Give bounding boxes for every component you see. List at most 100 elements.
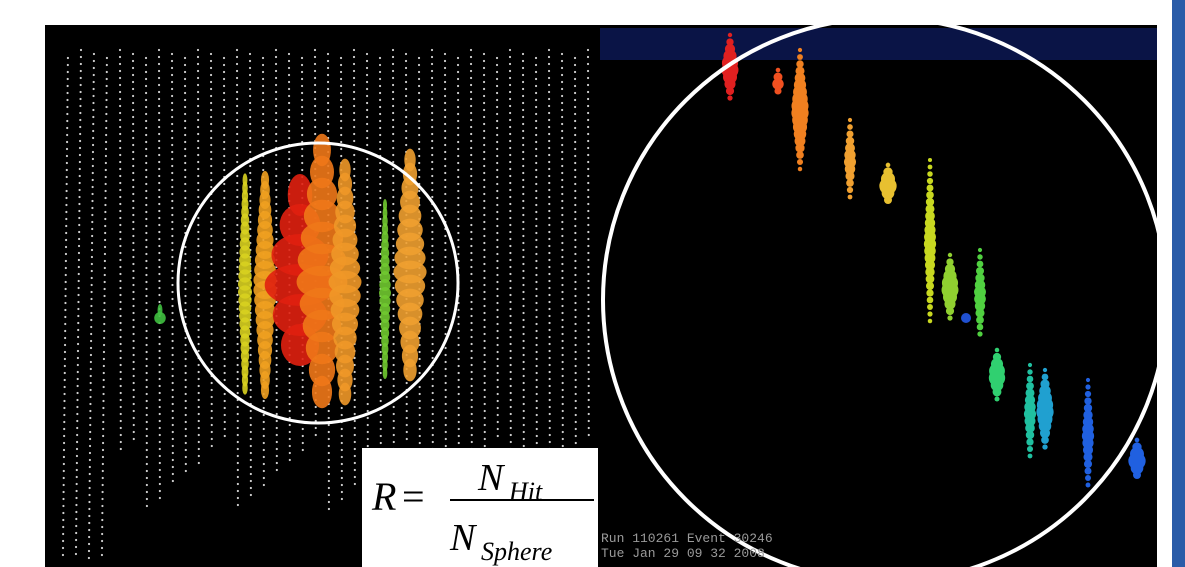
dom-dot	[119, 217, 121, 219]
dom-dot	[392, 70, 394, 72]
dom-dot	[327, 74, 329, 76]
dom-dot	[77, 308, 79, 310]
dom-dot	[431, 343, 433, 345]
dom-dot	[250, 459, 252, 461]
dom-dot	[198, 427, 200, 429]
dom-dot	[289, 389, 291, 391]
dom-dot	[132, 249, 134, 251]
dom-dot	[250, 417, 252, 419]
dom-dot	[262, 99, 264, 101]
dom-dot	[236, 182, 238, 184]
dom-dot	[379, 169, 381, 171]
dom-dot	[509, 259, 511, 261]
dom-dot	[66, 162, 68, 164]
dom-dot	[509, 329, 511, 331]
dom-dot	[101, 554, 103, 556]
dom-dot	[379, 197, 381, 199]
dom-dot	[444, 95, 446, 97]
dom-dot	[250, 438, 252, 440]
dom-dot	[562, 396, 564, 398]
dom-dot	[432, 441, 434, 443]
dom-dot	[470, 224, 472, 226]
dom-dot	[103, 309, 105, 311]
dom-dot	[393, 413, 395, 415]
dom-dot	[458, 421, 460, 423]
dom-dot	[172, 361, 174, 363]
dom-dot	[444, 67, 446, 69]
dom-dot	[587, 273, 589, 275]
dom-dot	[102, 428, 104, 430]
dom-dot	[457, 190, 459, 192]
dom-dot	[275, 343, 277, 345]
dom-dot	[484, 424, 486, 426]
dom-dot	[548, 210, 550, 212]
dom-dot	[393, 427, 395, 429]
dom-dot	[302, 442, 304, 444]
dom-dot	[522, 193, 524, 195]
dom-dot	[250, 382, 252, 384]
dom-dot	[119, 147, 121, 149]
dom-dot	[77, 378, 79, 380]
dom-dot	[66, 148, 68, 150]
dom-dot	[105, 134, 107, 136]
dom-dot	[561, 312, 563, 314]
dom-dot	[79, 147, 81, 149]
dom-dot	[275, 224, 277, 226]
dom-dot	[496, 106, 498, 108]
dom-dot	[158, 189, 160, 191]
dom-dot	[288, 109, 290, 111]
dom-dot	[80, 56, 82, 58]
dom-dot	[379, 232, 381, 234]
dom-dot	[497, 400, 499, 402]
dom-dot	[315, 406, 317, 408]
dom-dot	[471, 392, 473, 394]
dom-dot	[328, 508, 330, 510]
dom-dot	[223, 302, 225, 304]
dom-dot	[470, 168, 472, 170]
dom-dot	[65, 190, 67, 192]
dom-dot	[145, 204, 147, 206]
dom-dot	[366, 137, 368, 139]
dom-dot	[145, 295, 147, 297]
dom-dot	[263, 435, 265, 437]
dom-dot	[93, 74, 95, 76]
dom-dot	[471, 413, 473, 415]
dom-dot	[523, 438, 525, 440]
dom-dot	[483, 193, 485, 195]
dom-dot	[535, 99, 537, 101]
dom-dot	[262, 120, 264, 122]
hit	[994, 396, 999, 401]
dom-dot	[315, 427, 317, 429]
dom-dot	[340, 106, 342, 108]
dom-dot	[66, 183, 68, 185]
dom-dot	[237, 413, 239, 415]
dom-dot	[198, 378, 200, 380]
dom-dot	[483, 263, 485, 265]
dom-dot	[106, 57, 108, 59]
dom-dot	[483, 277, 485, 279]
dom-dot	[366, 319, 368, 321]
dom-dot	[89, 424, 91, 426]
dom-dot	[119, 189, 121, 191]
dom-dot	[63, 442, 65, 444]
dom-dot	[158, 98, 160, 100]
dom-dot	[574, 337, 576, 339]
dom-dot	[496, 330, 498, 332]
run-label: Run 110261 Event 30246	[601, 531, 773, 546]
dom-dot	[237, 357, 239, 359]
dom-dot	[62, 554, 64, 556]
dom-dot	[587, 63, 589, 65]
dom-dot	[210, 340, 212, 342]
dom-dot	[392, 245, 394, 247]
dom-dot	[353, 189, 355, 191]
dom-dot	[119, 238, 121, 240]
dom-dot	[67, 64, 69, 66]
dom-dot	[562, 417, 564, 419]
dom-dot	[536, 414, 538, 416]
dom-dot	[236, 294, 238, 296]
dom-dot	[302, 386, 304, 388]
dom-dot	[470, 329, 472, 331]
dom-dot	[91, 228, 93, 230]
dom-dot	[146, 505, 148, 507]
dom-dot	[158, 175, 160, 177]
